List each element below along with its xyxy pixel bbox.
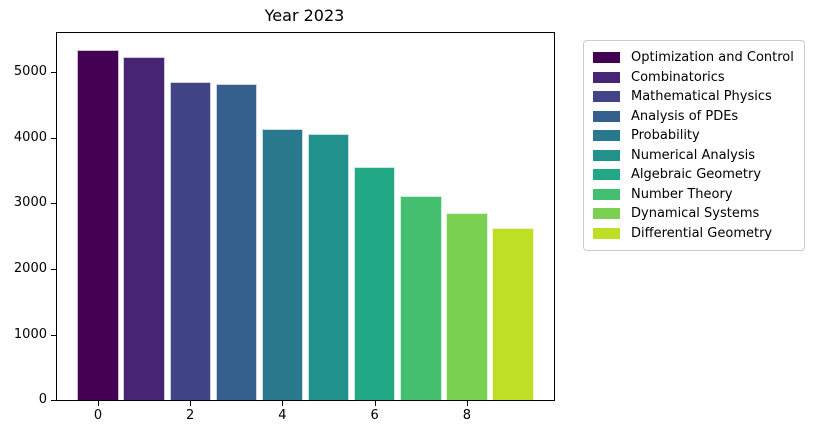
x-tick-mark <box>98 401 99 406</box>
y-tick-mark <box>51 334 56 336</box>
legend-label: Number Theory <box>631 186 733 202</box>
legend-label: Probability <box>631 128 700 144</box>
legend-item: Analysis of PDEs <box>593 107 795 127</box>
bar-7 <box>400 196 442 400</box>
x-tick-label: 8 <box>462 408 472 423</box>
legend-item: Number Theory <box>593 185 795 205</box>
plot-area: 0 1000 2000 3000 4000 5000 0 2 4 6 8 <box>14 32 555 423</box>
legend: Optimization and Control Combinatorics Mat… <box>583 40 805 251</box>
legend-label: Optimization and Control <box>631 50 794 66</box>
bar-4 <box>261 128 304 400</box>
legend-swatch <box>593 91 620 103</box>
y-tick-mark <box>51 72 56 74</box>
bar-1 <box>123 57 165 400</box>
legend-item: Algebraic Geometry <box>593 165 795 185</box>
legend-item: Dynamical Systems <box>593 204 795 224</box>
bar-0 <box>77 50 119 400</box>
y-tick-label: 0 <box>38 392 47 407</box>
legend-item: Mathematical Physics <box>593 87 795 107</box>
bar-9 <box>492 227 534 400</box>
x-tick-label: 4 <box>278 408 287 423</box>
legend-swatch <box>593 188 620 200</box>
legend-swatch <box>593 130 620 142</box>
x-tick-mark <box>282 401 284 406</box>
legend-label: Differential Geometry <box>631 225 773 241</box>
x-tick-label: 0 <box>93 408 103 423</box>
legend-label: Algebraic Geometry <box>631 167 762 183</box>
chart-title: Year 2023 <box>264 6 345 25</box>
y-tick-label: 1000 <box>13 326 47 342</box>
legend-label: Dynamical Systems <box>631 206 760 222</box>
y-tick-mark <box>51 400 56 401</box>
bar-2 <box>169 82 211 400</box>
legend-item: Combinatorics <box>593 68 795 88</box>
legend-item: Numerical Analysis <box>593 146 795 166</box>
legend-item: Optimization and Control <box>593 48 795 68</box>
legend-swatch <box>593 208 620 220</box>
x-tick-mark <box>374 401 376 406</box>
legend-label: Mathematical Physics <box>631 89 772 105</box>
legend-swatch <box>593 169 620 181</box>
legend-item: Probability <box>593 126 795 146</box>
x-tick-mark <box>466 401 468 406</box>
legend-swatch <box>593 149 620 161</box>
bar-8 <box>446 213 488 400</box>
bar-3 <box>215 84 258 400</box>
legend-swatch <box>593 110 620 122</box>
y-tick-label: 2000 <box>13 260 47 276</box>
y-tick-label: 3000 <box>13 195 47 211</box>
bar-6 <box>353 167 396 400</box>
bar-5 <box>307 133 350 400</box>
x-tick-label: 2 <box>186 408 195 423</box>
legend-item: Differential Geometry <box>593 224 795 244</box>
legend-label: Analysis of PDEs <box>631 108 739 124</box>
y-tick-mark <box>51 203 56 205</box>
legend-label: Numerical Analysis <box>631 147 756 163</box>
y-tick-label: 4000 <box>13 129 47 145</box>
legend-swatch <box>593 52 620 64</box>
legend-swatch <box>593 227 620 239</box>
y-tick-label: 5000 <box>13 64 47 80</box>
y-tick-mark <box>51 137 56 139</box>
legend-label: Combinatorics <box>631 69 725 85</box>
x-tick-mark <box>190 401 192 406</box>
legend-swatch <box>593 71 620 83</box>
y-tick-mark <box>51 268 56 270</box>
x-tick-label: 6 <box>370 408 379 423</box>
